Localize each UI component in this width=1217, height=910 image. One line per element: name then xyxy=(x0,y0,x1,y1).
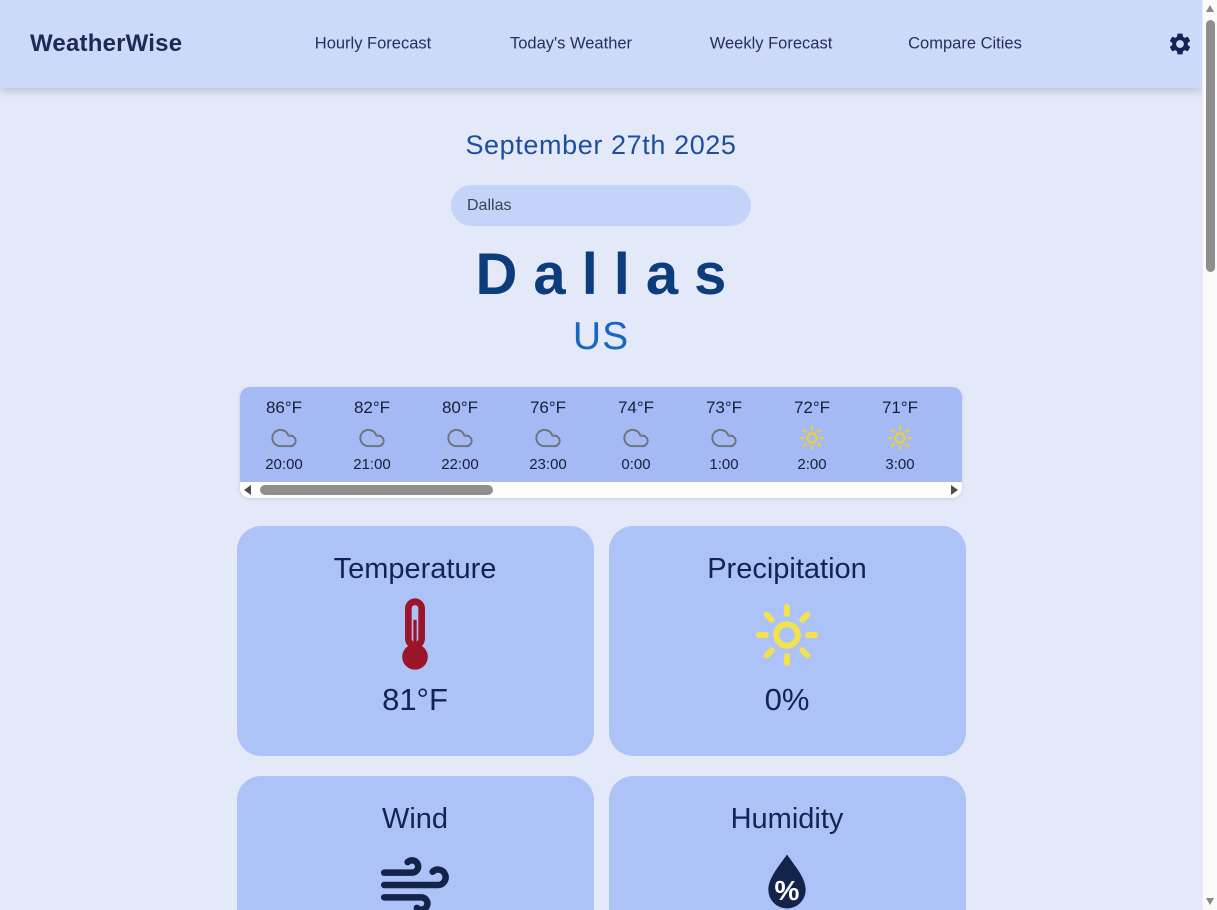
thermometer-icon xyxy=(237,597,594,673)
hourly-temp: 80°F xyxy=(441,397,479,417)
app-logo: WeatherWise xyxy=(30,30,183,57)
hourly-cell: 86°F 20:00 xyxy=(240,398,328,473)
cloud-icon xyxy=(416,423,504,453)
svg-text:%: % xyxy=(775,875,800,906)
settings-gear-icon[interactable] xyxy=(1167,31,1193,57)
hourly-temp: 72°F xyxy=(793,397,831,417)
main-content: September 27th 2025 Dallas US 86°F 20:00… xyxy=(0,130,1202,910)
hourly-temp: 82°F xyxy=(353,397,391,417)
hourly-cell: 82°F 21:00 xyxy=(328,398,416,473)
page-scrollbar-thumb[interactable] xyxy=(1206,20,1215,272)
cloud-icon xyxy=(680,423,768,453)
humidity-card: Humidity % xyxy=(608,775,966,910)
droplet-percent-icon: % xyxy=(609,847,966,910)
scroll-left-arrow-icon[interactable] xyxy=(244,484,251,495)
weather-cards: Temperature 81°F Precipitation 0% xyxy=(236,525,966,910)
hourly-cells: 86°F 20:00 82°F 21:00 80°F 22:00 76°F xyxy=(240,386,962,482)
hourly-time: 1:00 xyxy=(709,455,739,473)
hourly-cell: 74°F 0:00 xyxy=(592,398,680,473)
temperature-card: Temperature 81°F xyxy=(236,525,594,756)
page-date: September 27th 2025 xyxy=(465,130,737,160)
hourly-cell: 76°F 23:00 xyxy=(504,398,592,473)
hourly-time: 23:00 xyxy=(529,455,567,473)
hourly-time: 2:00 xyxy=(797,455,827,473)
header: WeatherWise Hourly Forecast Today's Weat… xyxy=(0,0,1202,88)
sun-icon xyxy=(856,423,944,453)
cloud-icon xyxy=(504,423,592,453)
precipitation-card: Precipitation 0% xyxy=(608,525,966,756)
wind-icon xyxy=(237,847,594,910)
sun-icon xyxy=(768,423,856,453)
scroll-down-arrow-icon[interactable] xyxy=(1206,898,1214,905)
hourly-temp: 74°F xyxy=(617,397,655,417)
nav-compare-cities[interactable]: Compare Cities xyxy=(908,34,1022,53)
hourly-cell: 73°F 1:00 xyxy=(680,398,768,473)
wind-card: Wind xyxy=(236,775,594,910)
city-search-input[interactable] xyxy=(451,185,751,226)
scroll-right-arrow-icon[interactable] xyxy=(951,484,958,495)
sun-icon xyxy=(609,597,966,673)
card-title: Temperature xyxy=(333,552,497,585)
hourly-time: 3:00 xyxy=(885,455,915,473)
cloud-icon xyxy=(240,423,328,453)
hourly-scrollbar-thumb[interactable] xyxy=(260,484,493,495)
hourly-time: 20:00 xyxy=(265,455,303,473)
nav-hourly-forecast[interactable]: Hourly Forecast xyxy=(314,34,432,53)
country-code: US xyxy=(572,314,630,358)
nav-weekly-forecast[interactable]: Weekly Forecast xyxy=(709,34,833,53)
hourly-cell: 80°F 22:00 xyxy=(416,398,504,473)
page-scrollbar[interactable] xyxy=(1202,0,1217,910)
hourly-time: 0:00 xyxy=(621,455,651,473)
hourly-cell: 71°F 3:00 xyxy=(856,398,944,473)
hourly-temp: 73°F xyxy=(705,397,743,417)
cloud-icon xyxy=(592,423,680,453)
hourly-cell: 72°F 2:00 xyxy=(768,398,856,473)
hourly-forecast-strip: 86°F 20:00 82°F 21:00 80°F 22:00 76°F xyxy=(240,386,962,498)
hourly-scrollbar[interactable] xyxy=(240,481,962,498)
hourly-time: 22:00 xyxy=(441,455,479,473)
hourly-temp: 76°F xyxy=(529,397,567,417)
city-name: Dallas xyxy=(475,242,743,307)
card-title: Humidity xyxy=(730,802,844,835)
precipitation-value: 0% xyxy=(764,681,810,717)
nav-todays-weather[interactable]: Today's Weather xyxy=(509,34,633,53)
card-title: Wind xyxy=(381,802,449,835)
cloud-icon xyxy=(328,423,416,453)
hourly-temp: 71°F xyxy=(881,397,919,417)
card-title: Precipitation xyxy=(707,552,867,585)
temperature-value: 81°F xyxy=(382,681,448,717)
hourly-time: 21:00 xyxy=(353,455,391,473)
hourly-temp: 86°F xyxy=(265,397,303,417)
scroll-up-arrow-icon[interactable] xyxy=(1206,5,1214,12)
